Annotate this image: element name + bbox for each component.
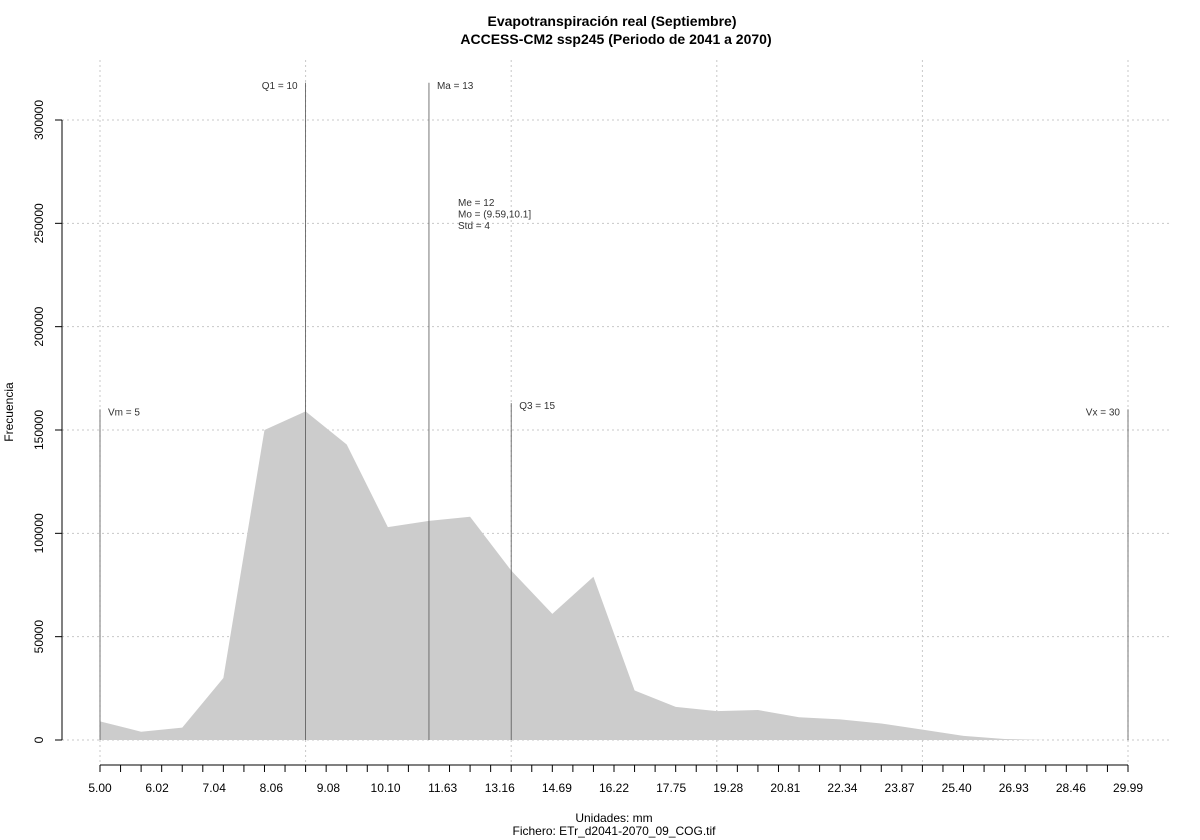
x-tick-label: 5.00 xyxy=(88,781,112,795)
x-tick-label: 22.34 xyxy=(827,781,857,795)
x-tick-label: 28.46 xyxy=(1056,781,1086,795)
stat-label: Std = 4 xyxy=(458,221,490,232)
marker-label: Ma = 13 xyxy=(437,81,474,92)
x-tick-label: 7.04 xyxy=(203,781,227,795)
file-label: Fichero: ETr_d2041-2070_09_COG.tif xyxy=(513,824,717,838)
stat-label: Mo = (9.59,10.1] xyxy=(458,210,531,221)
y-tick-label: 200000 xyxy=(32,306,46,346)
x-tick-label: 14.69 xyxy=(542,781,572,795)
x-axis-label: Unidades: mm xyxy=(575,811,652,825)
y-tick-label: 100000 xyxy=(32,513,46,553)
chart-subtitle: ACCESS-CM2 ssp245 (Periodo de 2041 a 207… xyxy=(460,31,771,47)
y-tick-label: 50000 xyxy=(32,620,46,654)
x-tick-label: 11.63 xyxy=(428,781,457,795)
x-tick-label: 26.93 xyxy=(999,781,1029,795)
y-axis: 0 50000 100000 150000 200000 250000 300000 xyxy=(32,100,63,743)
y-tick-label: 0 xyxy=(32,736,46,743)
chart-title: Evapotranspiración real (Septiembre) xyxy=(488,13,737,29)
frequency-area xyxy=(100,411,1128,740)
x-tick-label: 19.28 xyxy=(713,781,743,795)
x-tick-label: 29.99 xyxy=(1113,781,1143,795)
x-tick-label: 23.87 xyxy=(885,781,915,795)
x-tick-label: 17.75 xyxy=(656,781,686,795)
y-tick-label: 250000 xyxy=(32,203,46,243)
x-tick-label: 20.81 xyxy=(770,781,800,795)
marker-label: Vx = 30 xyxy=(1086,407,1121,418)
x-tick-label: 6.02 xyxy=(145,781,169,795)
x-tick-label: 16.22 xyxy=(599,781,629,795)
x-axis: 5.00 6.02 7.04 8.06 9.08 10.10 11.63 13.16 14.69… xyxy=(88,764,1143,795)
x-tick-label: 9.08 xyxy=(317,781,341,795)
marker-label: Q3 = 15 xyxy=(519,401,555,412)
y-tick-label: 300000 xyxy=(32,100,46,140)
statistic-markers: Vm = 5 Q1 = 10 Ma = 13 Q3 = 15 Vx = 30 xyxy=(99,81,1129,740)
y-axis-label: Frecuencia xyxy=(2,382,16,442)
x-tick-label: 25.40 xyxy=(942,781,972,795)
marker-label: Vm = 5 xyxy=(108,407,140,418)
y-tick-label: 150000 xyxy=(32,410,46,450)
x-tick-label: 8.06 xyxy=(260,781,284,795)
marker-label: Q1 = 10 xyxy=(262,81,298,92)
x-tick-label: 10.10 xyxy=(371,781,401,795)
x-tick-label: 13.16 xyxy=(485,781,515,795)
stat-label: Me = 12 xyxy=(458,198,495,209)
